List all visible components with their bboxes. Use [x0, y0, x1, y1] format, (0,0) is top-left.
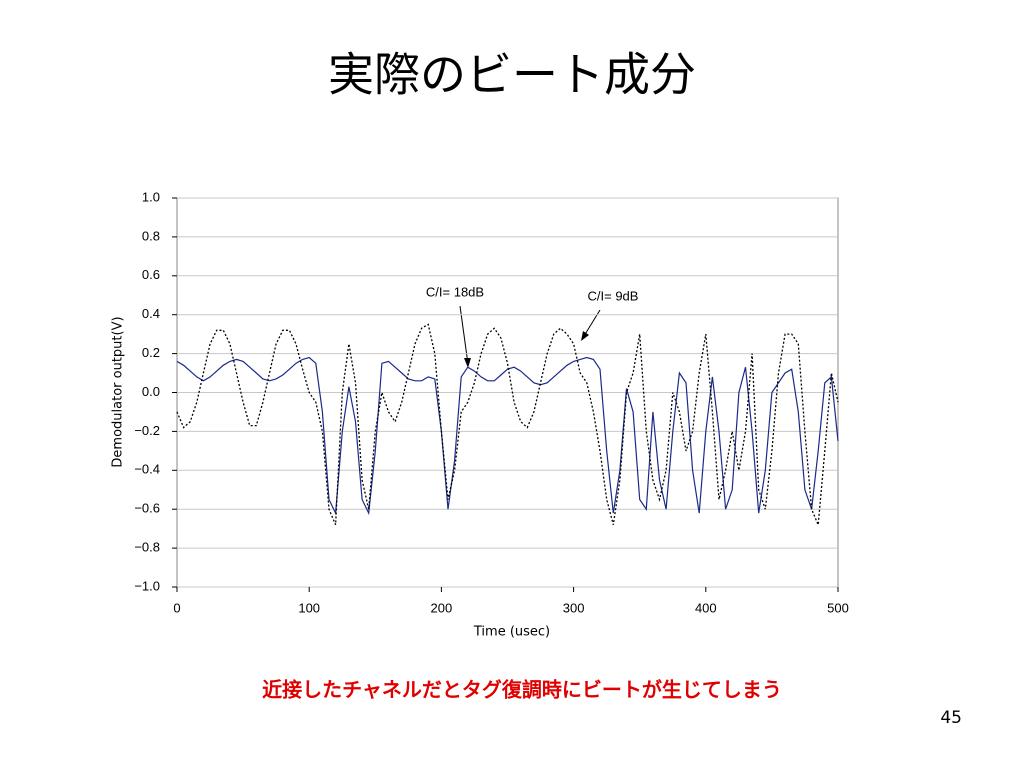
slide-title: 実際のビート成分 [328, 48, 696, 102]
x-axis-label: Time (usec) [473, 625, 550, 640]
y-tick-label: 0.0 [142, 384, 160, 399]
page-number: 45 [940, 708, 962, 728]
series-line [176, 356, 839, 516]
x-tick-label: 200 [431, 600, 453, 615]
y-axis-label: Demodulator output(V) [111, 316, 126, 467]
annotation: C/I= 9dB [588, 288, 639, 303]
y-tick-label: 0.6 [142, 267, 160, 282]
caption: 近接したチャネルだとタグ復調時にビートが生じてしまう [262, 678, 782, 702]
y-tick-label: 0.8 [142, 228, 160, 243]
x-tick-label: 500 [827, 600, 849, 615]
y-tick-label: 1.0 [142, 189, 160, 204]
y-tick-label: −0.2 [134, 423, 160, 438]
series-line [176, 323, 839, 526]
x-tick-label: 0 [173, 600, 180, 615]
annotation-arrow [583, 309, 601, 337]
y-tick-label: −0.4 [134, 462, 160, 477]
y-tick-label: 0.4 [142, 306, 160, 321]
annotation-arrowhead [581, 331, 589, 341]
y-tick-label: 0.2 [142, 345, 160, 360]
annotation: C/I= 18dB [426, 284, 484, 299]
annotation-arrowhead [464, 358, 471, 368]
x-tick-label: 100 [298, 600, 320, 615]
y-tick-label: −1.0 [134, 578, 160, 593]
y-tick-label: −0.8 [134, 540, 160, 555]
annotation-arrow [459, 305, 469, 365]
y-tick-label: −0.6 [134, 501, 160, 516]
x-tick-label: 300 [563, 600, 585, 615]
x-tick-label: 400 [695, 600, 717, 615]
